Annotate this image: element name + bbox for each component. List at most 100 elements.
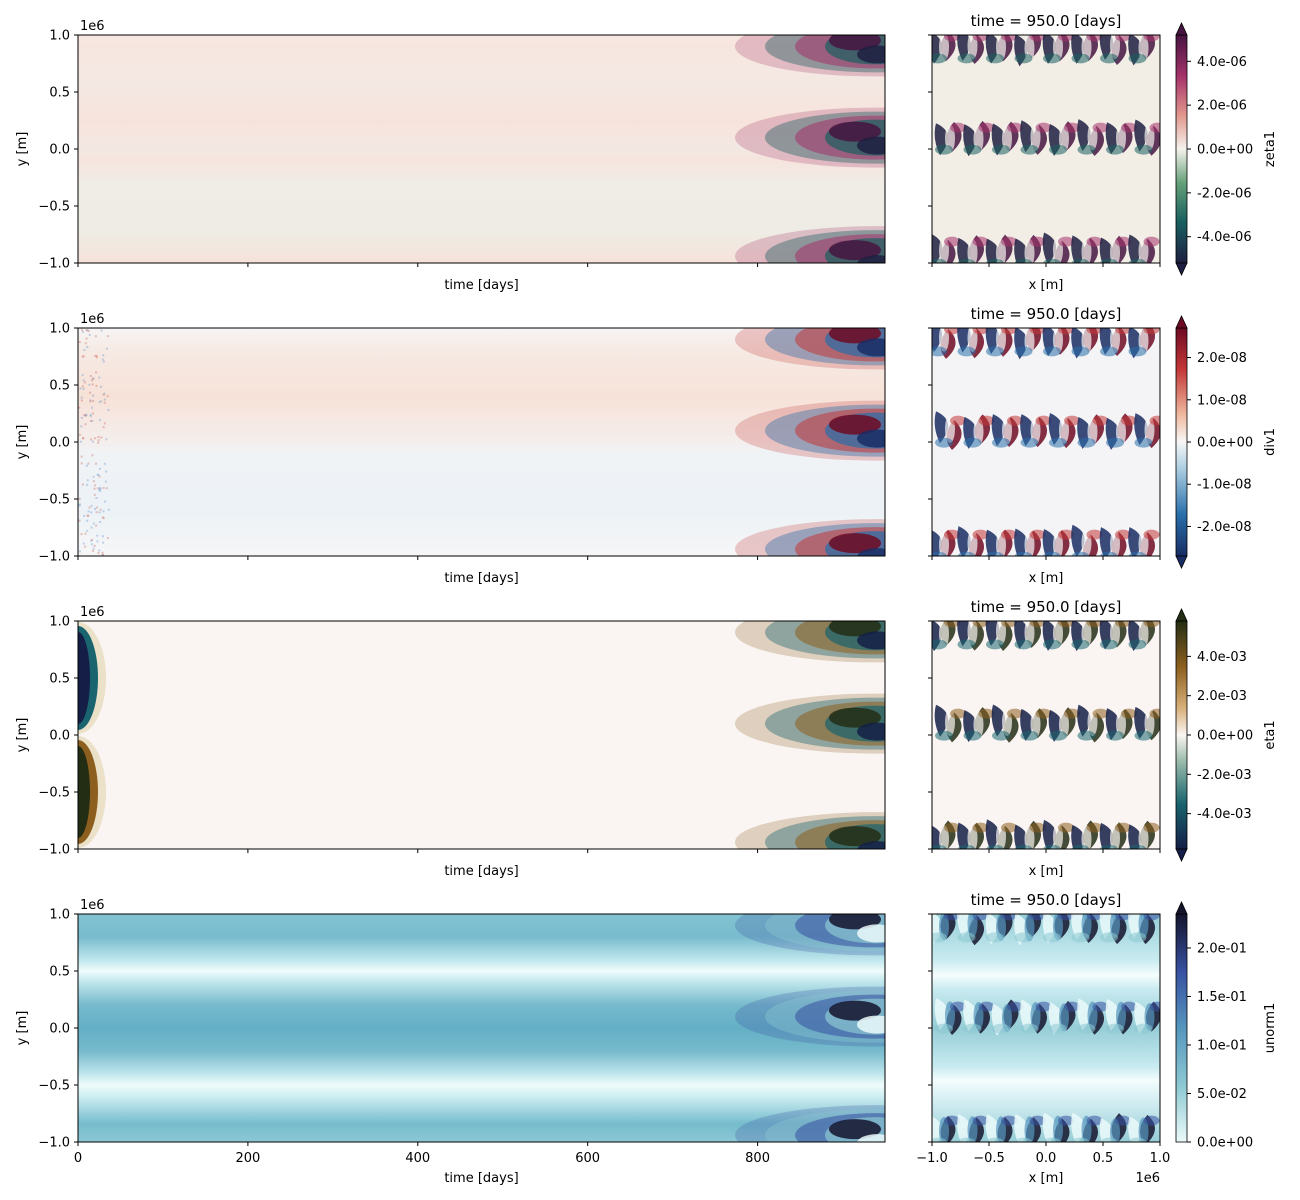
initial-noise-pixel	[86, 529, 89, 532]
initial-noise-pixel	[99, 486, 102, 489]
initial-noise-pixel	[105, 487, 108, 490]
initial-noise-pixel	[92, 377, 95, 380]
y-tick-label: 1.0	[49, 908, 70, 923]
initial-noise-pixel	[88, 383, 91, 386]
initial-noise-pixel	[93, 544, 96, 547]
x-tick-label: −0.5	[973, 1151, 1005, 1166]
eddy-halo	[1043, 932, 1061, 943]
eddy-negative	[1071, 824, 1085, 849]
eddy-halo	[1134, 1023, 1153, 1034]
initial-noise-pixel	[95, 384, 98, 387]
hovmoller-instability-core	[829, 707, 881, 728]
eddy-halo	[1029, 236, 1046, 247]
eddy-negative	[934, 411, 949, 444]
eddy-halo	[935, 1023, 953, 1034]
y-offset-text: 1e6	[80, 19, 105, 34]
x-axis-label: x [m]	[1029, 864, 1064, 879]
y-tick-label: −0.5	[38, 200, 70, 215]
eddy-halo	[957, 258, 976, 263]
initial-noise-pixel	[101, 554, 104, 556]
initial-noise-pixel	[102, 517, 105, 520]
eddy-negative	[957, 526, 971, 556]
eddy-halo	[1001, 822, 1017, 833]
hovmoller-axes-eta1: 1.0 0.5 0.0 −0.5 −1.0 1e6 y [m] time [days]	[15, 605, 886, 879]
eddy-halo	[944, 822, 960, 833]
initial-noise-pixel	[101, 551, 104, 554]
initial-noise-pixel	[83, 414, 86, 417]
eddy-halo	[986, 346, 1004, 357]
eddy-halo	[944, 621, 960, 628]
eddy-halo	[1128, 551, 1147, 556]
eddy-halo	[1149, 1001, 1160, 1012]
eddy-halo	[1014, 346, 1033, 357]
eddy-halo	[1029, 914, 1046, 921]
colorbar-tick-label: 1.0e-08	[1197, 393, 1247, 408]
eddy-halo	[1071, 844, 1090, 849]
initial-noise-pixel	[107, 508, 110, 511]
eddy-halo	[1043, 346, 1061, 357]
x-offset-text: 1e6	[1135, 1171, 1160, 1186]
y-tick-label: 0.0	[49, 729, 70, 744]
colorbar-tick-label: -2.0e-03	[1197, 768, 1252, 783]
y-tick-label: 0.5	[49, 379, 70, 394]
initial-noise-pixel	[86, 329, 89, 332]
initial-noise-pixel	[100, 436, 103, 439]
initial-noise-pixel	[78, 519, 81, 522]
eddy-filament	[967, 35, 978, 60]
y-tick-label: −0.5	[38, 786, 70, 801]
eddy-halo	[1100, 346, 1118, 357]
eddy-halo	[963, 437, 982, 448]
colorbar-tick-label: -2.0e-06	[1197, 186, 1252, 201]
initial-noise-pixel	[106, 347, 109, 350]
eddy-halo	[1077, 437, 1096, 448]
eddy-halo	[986, 639, 1004, 650]
y-tick-label: 1.0	[49, 322, 70, 337]
initial-noise-pixel	[106, 395, 109, 398]
eddy-halo	[1100, 932, 1118, 943]
eddy-halo	[1001, 621, 1017, 628]
initial-adjustment-core	[78, 632, 90, 724]
eddy-halo	[944, 328, 960, 335]
initial-noise-pixel	[90, 415, 93, 418]
eddy-halo	[986, 258, 1004, 263]
y-axis-label: y [m]	[15, 425, 30, 460]
initial-noise-pixel	[90, 504, 93, 507]
y-tick-label: −0.5	[38, 493, 70, 508]
initial-noise-pixel	[101, 553, 104, 556]
eddy-negative	[1128, 1116, 1142, 1142]
initial-noise-pixel	[89, 391, 92, 394]
initial-noise-pixel	[95, 356, 98, 359]
initial-noise-pixel	[92, 377, 95, 380]
initial-noise-pixel	[101, 358, 104, 361]
eddy-halo	[1029, 35, 1046, 42]
eddy-halo	[1014, 53, 1033, 64]
hovmoller-instability-core	[857, 548, 885, 556]
initial-noise-pixel	[104, 480, 107, 483]
panel-row-zeta1: 1.0 0.5 0.0 −0.5 −1.0 1e6 y [m] time [days] time…	[15, 12, 1278, 293]
eddy-halo	[972, 328, 989, 335]
eddy-halo	[1115, 822, 1131, 833]
initial-noise-pixel	[82, 379, 85, 382]
initial-noise-pixel	[90, 438, 93, 441]
hovmoller-features	[78, 328, 885, 556]
eddy-halo	[972, 236, 989, 247]
initial-noise-pixel	[97, 552, 100, 555]
eddy-negative	[1077, 119, 1091, 152]
eddy-halo	[1058, 328, 1074, 335]
eddy-halo	[1092, 122, 1109, 133]
eddy-negative	[985, 328, 999, 355]
eddy-filament	[967, 914, 978, 938]
hovmoller-field	[78, 914, 885, 1142]
hovmoller-instability-core	[857, 841, 885, 849]
eddy-halo	[1143, 621, 1160, 628]
y-axis-label: y [m]	[15, 132, 30, 167]
initial-noise-pixel	[82, 355, 85, 358]
y-tick-label: −1.0	[38, 257, 70, 272]
initial-noise-pixel	[95, 462, 98, 465]
panel-row-unorm1: 1.0 0.5 0.0 −0.5 −1.0 1e6 y [m] 0 200 400 600 800 ti…	[15, 891, 1278, 1186]
initial-noise-pixel	[88, 333, 91, 336]
initial-noise-pixel	[93, 484, 96, 487]
colorbar-tick-label: 4.0e-03	[1197, 650, 1247, 665]
y-tick-label: 0.0	[49, 143, 70, 158]
eddy-halo	[1128, 258, 1147, 263]
